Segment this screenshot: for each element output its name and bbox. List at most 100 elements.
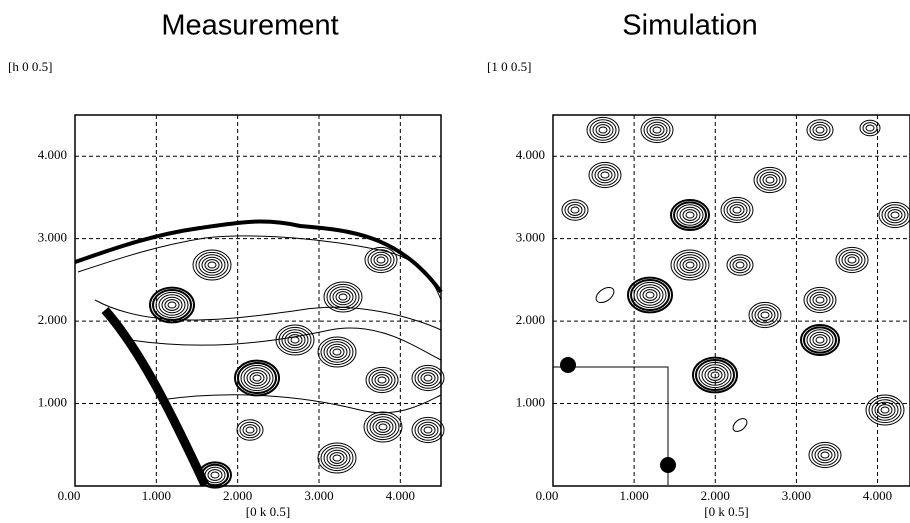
contour-ring — [735, 261, 745, 269]
contour-ring — [670, 249, 710, 281]
contour-ring — [586, 116, 620, 144]
contour-ring — [329, 346, 345, 358]
contour-ring — [155, 291, 189, 319]
contour-ring — [597, 169, 613, 181]
contour-ring — [679, 206, 701, 224]
contour-ring — [673, 251, 707, 279]
contour-ring — [317, 336, 357, 368]
contour-ring — [682, 259, 698, 271]
contour-ring — [640, 116, 674, 144]
contour-ring — [243, 367, 271, 389]
contour-ring — [812, 124, 828, 136]
contour-ring — [564, 201, 586, 219]
contour-ring — [278, 326, 312, 354]
contour-ring — [633, 281, 667, 309]
contour-ring — [192, 249, 232, 281]
contour-ring — [676, 204, 704, 226]
contour-ring — [317, 442, 357, 474]
contour-ring — [207, 261, 217, 269]
contour-edge — [77, 235, 442, 301]
contour-ring — [195, 251, 229, 279]
contour-ring — [332, 288, 354, 306]
contour-ring — [803, 326, 837, 354]
contour-ring — [806, 119, 834, 141]
contour-ring — [639, 286, 661, 304]
contour-ring — [815, 296, 825, 304]
contour-ring — [757, 309, 773, 321]
contour-ring — [812, 294, 828, 306]
contour-ring — [812, 334, 828, 346]
x-axis-label: [0 k 0.5] — [246, 504, 290, 519]
inset-box — [553, 366, 669, 485]
contour-ring — [806, 329, 834, 351]
contour-ring — [320, 338, 354, 366]
contour-ring — [676, 254, 704, 276]
contour-ring — [817, 449, 833, 461]
contour-line — [129, 327, 442, 361]
contour-ring — [242, 424, 258, 436]
contour-ring — [423, 374, 433, 382]
contour-ring — [844, 254, 860, 266]
contours — [74, 116, 910, 489]
x-tick-label: 4.000 — [863, 488, 892, 503]
contour-line — [94, 299, 442, 331]
contour-ring — [862, 122, 878, 134]
contour-ring — [164, 299, 180, 311]
contour-ring — [326, 343, 348, 361]
contour-ring — [373, 254, 389, 266]
contour-ring — [332, 348, 342, 356]
contour-ring — [808, 441, 842, 469]
contour-ring — [877, 404, 893, 416]
contour-ring — [281, 329, 309, 351]
contour-ring — [420, 372, 436, 384]
x-tick-label: 1.000 — [142, 488, 171, 503]
contour-ring — [370, 251, 392, 269]
contour-ring — [561, 199, 589, 221]
x-tick-label: 3.000 — [782, 488, 811, 503]
contour-ring — [210, 471, 220, 479]
chart-title: Measurement — [161, 10, 338, 42]
contour-ring — [642, 289, 658, 301]
contour-ring — [670, 199, 710, 231]
contour-ring — [323, 447, 351, 469]
contour-ring — [592, 121, 614, 139]
contour-ring — [871, 399, 899, 421]
contour-ring — [378, 423, 388, 431]
contour-ring — [878, 201, 910, 229]
contour-ring — [239, 421, 261, 439]
contour-ring — [701, 364, 729, 386]
contour-ring — [884, 206, 906, 224]
contour-ring — [275, 324, 315, 356]
contour-edge — [74, 219, 443, 294]
contour-ring — [420, 424, 436, 436]
chart-title: Simulation — [622, 10, 757, 42]
contour-ring — [365, 366, 399, 394]
contour-ring — [591, 164, 619, 186]
contour-ring — [838, 249, 866, 271]
contour-ring — [326, 449, 348, 467]
contour-spot — [660, 457, 676, 473]
contour-ring — [835, 246, 869, 274]
contour-ring — [732, 206, 742, 214]
contour-spot — [560, 357, 576, 373]
contour-ring — [368, 369, 396, 391]
contour-ring — [726, 254, 754, 276]
x-axis-label: [0 k 0.5] — [704, 504, 748, 519]
contour-ring — [326, 283, 360, 311]
contour-ring — [323, 281, 363, 313]
contour-ring — [865, 394, 905, 426]
y-axis-label: [1 0 0.5] — [487, 59, 531, 74]
contour-ring — [411, 416, 445, 444]
contour-ring — [649, 124, 665, 136]
contour-ring — [803, 286, 837, 314]
contour-ring — [240, 364, 274, 392]
contour-ring — [646, 121, 668, 139]
x-tick-label: 0.00 — [58, 488, 81, 503]
contour-ring — [685, 211, 695, 219]
contour-ring — [765, 176, 775, 184]
contour-ring — [759, 171, 781, 189]
y-tick-label: 4.000 — [516, 147, 545, 162]
contour-ring — [751, 304, 779, 326]
contour-ring — [809, 331, 831, 349]
contour-ring — [414, 419, 442, 441]
